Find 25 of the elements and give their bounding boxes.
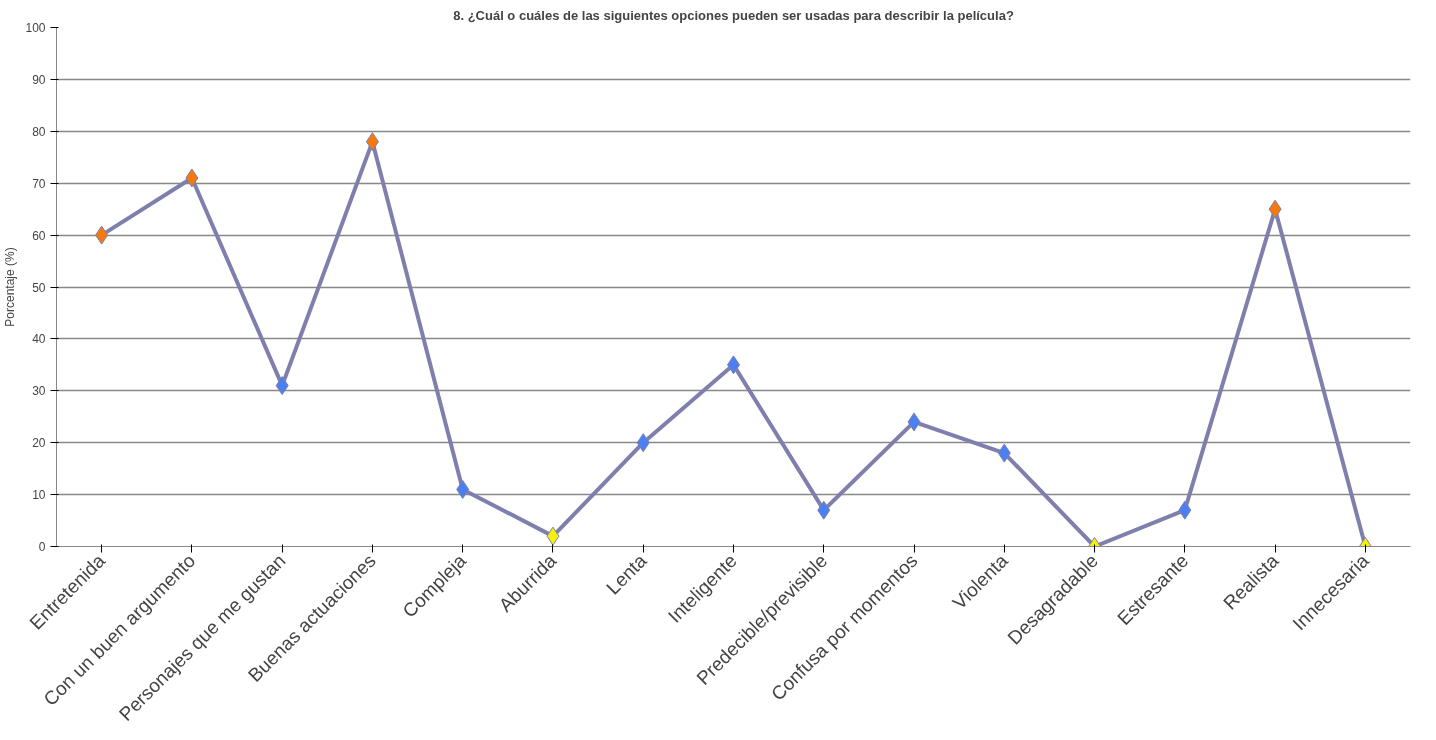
point	[185, 168, 199, 188]
point	[546, 526, 560, 546]
y-tick-label: 100	[25, 21, 46, 35]
point	[456, 479, 470, 499]
y-tick-label: 30	[32, 384, 46, 399]
point	[275, 376, 289, 396]
y-tick-label: 40	[32, 332, 46, 347]
y-tick-label: 50	[32, 280, 46, 295]
y-tick-label: 60	[32, 228, 46, 243]
point	[1268, 199, 1282, 219]
y-tick-label: 80	[32, 124, 46, 139]
y-tick-label: 70	[32, 176, 46, 191]
point	[365, 132, 379, 152]
point	[907, 412, 921, 432]
y-tick-label: 0	[38, 540, 46, 554]
point	[817, 500, 831, 520]
y-axis-title: Porcentaje (%)	[3, 247, 18, 327]
chart-title: 8. ¿Cuál o cuáles de las siguientes opciones pueden ser usadas para describir la película?	[453, 7, 1014, 23]
y-tick-label: 90	[32, 72, 46, 87]
point	[636, 433, 650, 453]
y-tick-label: 20	[32, 436, 46, 451]
y-tick-label: 10	[32, 488, 46, 503]
point	[95, 225, 109, 245]
point	[1178, 500, 1192, 520]
point	[997, 443, 1011, 463]
